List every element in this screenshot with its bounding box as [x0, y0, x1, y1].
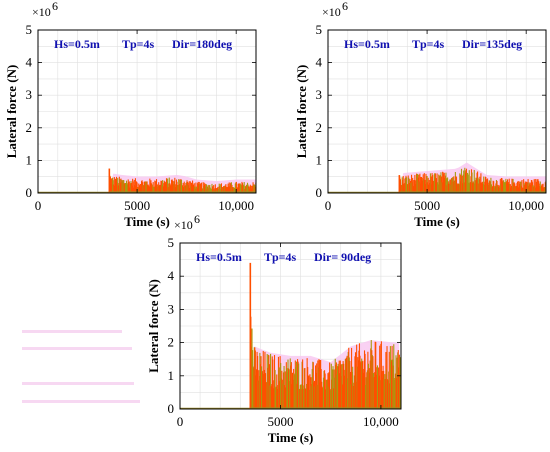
plot-frame — [327, 29, 547, 194]
x-tick-label: 10,000 — [363, 414, 399, 429]
annotation-dir: Dir= 90deg — [314, 250, 371, 264]
y-tick-label: 2 — [168, 335, 175, 350]
chart-panel-2: 0 1 2 3 4 5 0 5000 10,000 ×10 6 Time (s) Lateral for… — [294, 0, 547, 229]
y-tick-label: 5 — [316, 22, 323, 37]
annotation-hs: Hs=0.5m — [196, 250, 242, 264]
y-exponent: 6 — [52, 0, 58, 13]
x-axis-label: Time (s) — [414, 214, 460, 229]
x-axis-label: Time (s) — [124, 214, 170, 229]
x-tick-label: 10,000 — [218, 198, 254, 213]
annotation-hs: Hs=0.5m — [54, 37, 100, 51]
y-axis-label: Lateral force (N) — [294, 65, 309, 159]
y-tick-label: 4 — [316, 55, 323, 70]
series-signal — [180, 262, 402, 409]
y-tick-label: 4 — [168, 268, 175, 283]
y-tick-label: 4 — [26, 55, 33, 70]
series-signal — [38, 168, 257, 193]
y-axis-label: Lateral force (N) — [146, 279, 161, 373]
y-tick-label: 5 — [168, 235, 175, 250]
chart-panel-3: 0 1 2 3 4 5 0 5000 10,000 ×10 6 Time (s) Lateral for… — [146, 212, 402, 445]
background-artifacts — [22, 330, 140, 403]
y-tick-label: 5 — [26, 22, 33, 37]
y-axis-label: Lateral force (N) — [4, 65, 19, 159]
annotation-hs: Hs=0.5m — [344, 37, 390, 51]
grid — [328, 30, 546, 193]
y-tick-label: 2 — [26, 120, 33, 135]
y-tick-label: 0 — [26, 185, 33, 200]
annotation-tp: Tp=4s — [264, 250, 297, 264]
artifact-band — [22, 382, 134, 385]
x-tick-label: 5000 — [124, 198, 150, 213]
y-tick-label: 0 — [316, 185, 323, 200]
plot-frame — [37, 29, 257, 194]
annotation-dir: Dir=180deg — [172, 37, 232, 51]
y-multiplier: ×10 — [322, 5, 341, 19]
y-tick-label: 3 — [316, 87, 323, 102]
x-tick-label: 0 — [177, 414, 184, 429]
annotation-dir: Dir=135deg — [462, 37, 522, 51]
x-tick-label: 5000 — [267, 414, 293, 429]
x-tick-label: 5000 — [414, 198, 440, 213]
y-tick-label: 2 — [316, 120, 323, 135]
artifact-band — [22, 400, 140, 403]
y-tick-label: 1 — [168, 368, 175, 383]
y-tick-label: 1 — [26, 152, 33, 167]
annotation-tp: Tp=4s — [122, 37, 155, 51]
y-tick-label: 3 — [26, 87, 33, 102]
artifact-band — [22, 330, 122, 333]
artifact-band — [22, 347, 132, 350]
y-tick-label: 0 — [168, 401, 175, 416]
x-tick-label: 10,000 — [508, 198, 544, 213]
y-multiplier: ×10 — [32, 5, 51, 19]
x-tick-label: 0 — [35, 198, 42, 213]
plot-frame — [179, 242, 402, 410]
y-tick-label: 3 — [168, 301, 175, 316]
y-exponent: 6 — [342, 0, 348, 13]
annotation-tp: Tp=4s — [412, 37, 445, 51]
y-tick-label: 1 — [316, 152, 323, 167]
x-tick-label: 0 — [325, 198, 332, 213]
x-axis-label: Time (s) — [268, 430, 314, 445]
series-signal — [328, 162, 547, 193]
y-exponent: 6 — [194, 212, 200, 226]
y-multiplier: ×10 — [174, 218, 193, 232]
